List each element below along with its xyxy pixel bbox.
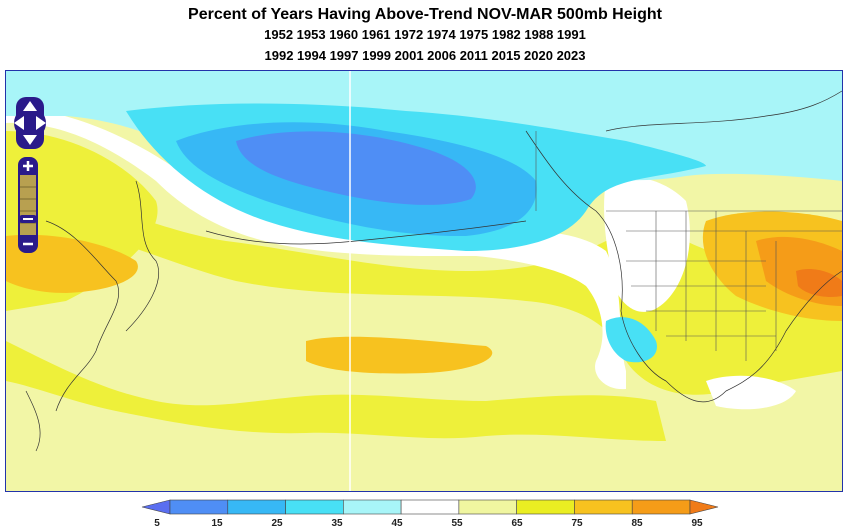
legend-tick-label: 15	[211, 518, 223, 529]
map-title: Percent of Years Having Above-Trend NOV-…	[188, 6, 662, 23]
legend-arrow-low	[141, 499, 171, 515]
years-line-1: 1952 1953 1960 1961 1972 1974 1975 1982 …	[264, 27, 586, 42]
white-gulf	[706, 375, 796, 410]
coastlines	[25, 90, 842, 452]
legend-tick-label: 65	[511, 518, 523, 529]
legend-tick-label: 25	[271, 518, 283, 529]
orange-asia	[6, 234, 138, 293]
legend-swatch	[285, 499, 344, 515]
legend-tick-label: 55	[451, 518, 463, 529]
yellow-south	[6, 341, 666, 441]
pan-left-icon	[14, 116, 24, 130]
zoom-control[interactable]	[16, 157, 40, 253]
orange-pacific	[306, 336, 493, 374]
legend-swatches	[141, 499, 719, 515]
political-borders	[535, 131, 842, 361]
legend-tick-label: 85	[631, 518, 643, 529]
legend-swatch	[458, 499, 517, 515]
legend-tick-label: 45	[391, 518, 403, 529]
legend-swatch	[631, 499, 691, 515]
red-orange-core	[796, 269, 842, 297]
cyan-west-us	[605, 317, 657, 363]
legend-swatch	[574, 499, 633, 515]
pan-right-icon	[36, 116, 46, 130]
legend-swatch	[169, 499, 229, 515]
legend-swatch	[227, 499, 286, 515]
legend-swatch	[516, 499, 575, 515]
pan-down-icon	[23, 135, 37, 145]
legend-swatch	[400, 499, 460, 515]
years-line-2: 1992 1994 1997 1999 2001 2006 2011 2015 …	[264, 48, 586, 63]
legend-tick-label: 35	[331, 518, 343, 529]
white-band-north	[6, 106, 626, 390]
pan-up-icon	[23, 101, 37, 111]
dark-blue-core	[236, 131, 476, 205]
legend-tick-label: 5	[154, 518, 160, 529]
map-panel[interactable]	[5, 70, 843, 492]
color-legend	[141, 499, 719, 515]
legend-swatch	[343, 499, 402, 515]
legend-tick-label: 95	[691, 518, 703, 529]
pan-control[interactable]	[10, 95, 50, 151]
legend-arrow-high	[689, 499, 719, 515]
legend-tick-label: 75	[571, 518, 583, 529]
height-anomaly-field	[6, 71, 842, 491]
